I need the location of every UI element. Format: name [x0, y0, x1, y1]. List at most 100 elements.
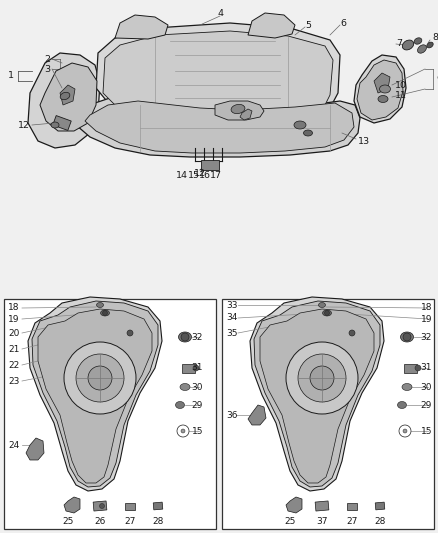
- Ellipse shape: [427, 42, 433, 48]
- Bar: [53, 116, 71, 131]
- Text: 29: 29: [192, 400, 203, 409]
- Text: 27: 27: [346, 516, 358, 526]
- Text: 10: 10: [395, 80, 407, 90]
- Circle shape: [127, 330, 133, 336]
- Text: 31: 31: [191, 364, 203, 373]
- Text: 12: 12: [194, 168, 206, 177]
- Text: 12: 12: [18, 120, 30, 130]
- Text: 35: 35: [226, 328, 237, 337]
- Text: 2: 2: [44, 54, 50, 63]
- Circle shape: [88, 366, 112, 390]
- Ellipse shape: [414, 38, 422, 44]
- Ellipse shape: [51, 122, 59, 128]
- Ellipse shape: [96, 303, 103, 308]
- Polygon shape: [248, 13, 295, 38]
- Text: 21: 21: [8, 344, 19, 353]
- Bar: [222, 299, 434, 529]
- Ellipse shape: [379, 85, 391, 93]
- Circle shape: [177, 425, 189, 437]
- Polygon shape: [115, 15, 168, 39]
- Text: 17: 17: [210, 172, 222, 181]
- Polygon shape: [254, 301, 380, 487]
- Text: 3: 3: [44, 64, 50, 74]
- Polygon shape: [260, 309, 374, 483]
- Circle shape: [310, 366, 334, 390]
- Text: 34: 34: [226, 313, 237, 322]
- Text: 25: 25: [62, 516, 74, 526]
- Text: 32: 32: [420, 333, 432, 342]
- Circle shape: [64, 342, 136, 414]
- Circle shape: [76, 354, 124, 402]
- Text: 16: 16: [199, 172, 211, 181]
- Polygon shape: [240, 109, 252, 120]
- Polygon shape: [64, 497, 80, 513]
- Polygon shape: [28, 297, 162, 491]
- Bar: [181, 364, 194, 373]
- Text: 14: 14: [176, 172, 188, 181]
- Polygon shape: [38, 309, 152, 483]
- Text: 25: 25: [284, 516, 296, 526]
- Bar: [315, 501, 329, 511]
- Polygon shape: [103, 31, 333, 121]
- Circle shape: [193, 365, 199, 371]
- Text: 29: 29: [420, 400, 432, 409]
- Polygon shape: [286, 497, 302, 513]
- Circle shape: [399, 425, 411, 437]
- Circle shape: [415, 365, 421, 371]
- Text: 9: 9: [436, 75, 438, 84]
- Circle shape: [99, 504, 105, 508]
- Polygon shape: [357, 60, 403, 120]
- Bar: [93, 501, 107, 511]
- Text: 6: 6: [340, 19, 346, 28]
- Ellipse shape: [304, 130, 312, 136]
- Circle shape: [403, 333, 411, 341]
- Bar: [403, 364, 417, 373]
- Text: 5: 5: [305, 20, 311, 29]
- Polygon shape: [248, 405, 266, 425]
- Text: 24: 24: [8, 440, 19, 449]
- Circle shape: [286, 342, 358, 414]
- Text: 26: 26: [94, 516, 106, 526]
- Text: 27: 27: [124, 516, 136, 526]
- Polygon shape: [354, 55, 406, 123]
- Ellipse shape: [318, 303, 325, 308]
- Polygon shape: [250, 297, 384, 491]
- Text: 1: 1: [8, 71, 14, 80]
- Circle shape: [403, 429, 407, 433]
- Text: 18: 18: [8, 303, 20, 312]
- Text: 30: 30: [420, 383, 432, 392]
- Circle shape: [298, 354, 346, 402]
- Ellipse shape: [60, 92, 70, 100]
- Bar: [347, 503, 357, 510]
- Text: 4: 4: [217, 9, 223, 18]
- Polygon shape: [215, 101, 264, 120]
- Text: 22: 22: [8, 360, 19, 369]
- Text: 7: 7: [396, 38, 402, 47]
- Text: 32: 32: [192, 333, 203, 342]
- Ellipse shape: [100, 310, 110, 316]
- Ellipse shape: [400, 332, 413, 342]
- Polygon shape: [26, 438, 44, 460]
- Text: 19: 19: [420, 314, 432, 324]
- Text: 18: 18: [420, 303, 432, 312]
- Polygon shape: [96, 23, 340, 121]
- Text: 37: 37: [316, 516, 328, 526]
- Ellipse shape: [402, 384, 412, 391]
- Polygon shape: [85, 101, 354, 153]
- Text: 28: 28: [152, 516, 164, 526]
- Ellipse shape: [403, 40, 413, 50]
- Ellipse shape: [180, 384, 190, 391]
- Ellipse shape: [417, 45, 427, 53]
- Bar: [153, 502, 163, 510]
- Ellipse shape: [176, 401, 184, 408]
- Bar: [125, 503, 135, 510]
- Polygon shape: [40, 63, 97, 131]
- Ellipse shape: [378, 95, 388, 102]
- Text: 19: 19: [8, 314, 20, 324]
- Text: 33: 33: [226, 301, 237, 310]
- Circle shape: [325, 311, 329, 316]
- Polygon shape: [374, 73, 390, 93]
- Polygon shape: [75, 98, 360, 157]
- Polygon shape: [32, 301, 158, 487]
- Polygon shape: [60, 85, 75, 105]
